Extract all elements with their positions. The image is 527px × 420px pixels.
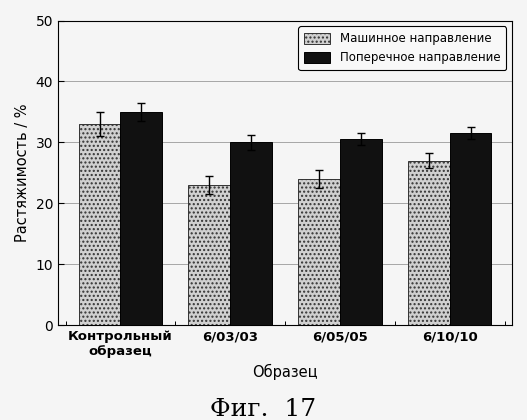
Text: Фиг.  17: Фиг. 17: [210, 398, 317, 420]
X-axis label: Образец: Образец: [252, 364, 318, 380]
Bar: [450, 133, 491, 325]
Bar: [120, 112, 162, 325]
Bar: [340, 139, 382, 325]
Y-axis label: Растяжимость / %: Растяжимость / %: [15, 104, 30, 242]
Bar: [230, 142, 272, 325]
Bar: [408, 161, 450, 325]
Bar: [298, 179, 340, 325]
Legend: Машинное направление, Поперечное направление: Машинное направление, Поперечное направл…: [298, 26, 506, 70]
Bar: [79, 124, 120, 325]
Bar: [189, 185, 230, 325]
